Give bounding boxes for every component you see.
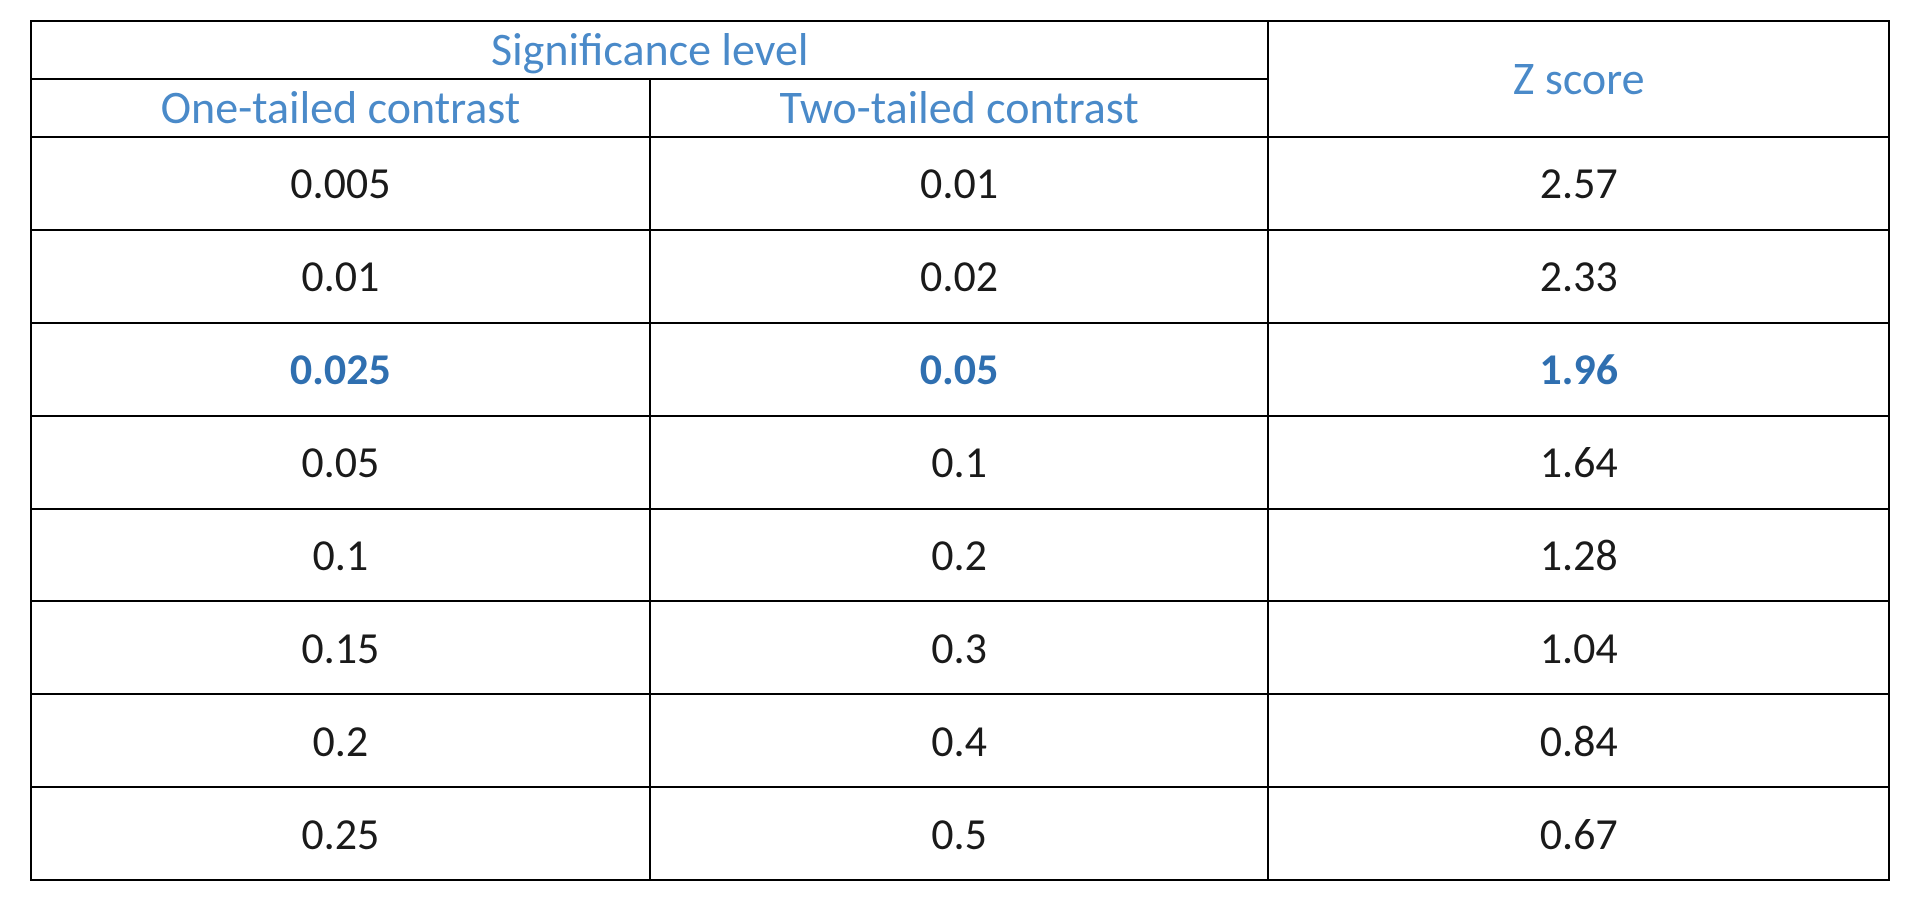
table-row-highlight: 0.025 0.05 1.96: [31, 323, 1889, 416]
z-score-table: Significance level Z score One-tailed co…: [30, 20, 1890, 881]
cell-z-score: 1.28: [1268, 509, 1889, 602]
table-row: 0.1 0.2 1.28: [31, 509, 1889, 602]
cell-z-score: 1.96: [1268, 323, 1889, 416]
cell-one-tailed: 0.15: [31, 601, 650, 694]
cell-two-tailed: 0.4: [650, 694, 1269, 787]
header-one-tailed: One-tailed contrast: [31, 79, 650, 137]
cell-one-tailed: 0.1: [31, 509, 650, 602]
cell-z-score: 2.57: [1268, 137, 1889, 230]
cell-two-tailed: 0.5: [650, 787, 1269, 880]
cell-one-tailed: 0.005: [31, 137, 650, 230]
table-row: 0.05 0.1 1.64: [31, 416, 1889, 509]
header-z-score: Z score: [1268, 21, 1889, 137]
cell-one-tailed: 0.01: [31, 230, 650, 323]
cell-one-tailed: 0.2: [31, 694, 650, 787]
cell-z-score: 0.67: [1268, 787, 1889, 880]
table-row: 0.005 0.01 2.57: [31, 137, 1889, 230]
cell-two-tailed: 0.3: [650, 601, 1269, 694]
cell-two-tailed: 0.2: [650, 509, 1269, 602]
cell-z-score: 0.84: [1268, 694, 1889, 787]
cell-two-tailed: 0.01: [650, 137, 1269, 230]
cell-z-score: 1.64: [1268, 416, 1889, 509]
header-row-1: Significance level Z score: [31, 21, 1889, 79]
table-row: 0.01 0.02 2.33: [31, 230, 1889, 323]
header-two-tailed: Two-tailed contrast: [650, 79, 1269, 137]
cell-two-tailed: 0.05: [650, 323, 1269, 416]
cell-one-tailed: 0.05: [31, 416, 650, 509]
table-row: 0.2 0.4 0.84: [31, 694, 1889, 787]
cell-two-tailed: 0.02: [650, 230, 1269, 323]
table-row: 0.15 0.3 1.04: [31, 601, 1889, 694]
cell-z-score: 1.04: [1268, 601, 1889, 694]
cell-z-score: 2.33: [1268, 230, 1889, 323]
header-significance-level: Significance level: [31, 21, 1268, 79]
table-container: Significance level Z score One-tailed co…: [0, 0, 1920, 901]
cell-two-tailed: 0.1: [650, 416, 1269, 509]
cell-one-tailed: 0.25: [31, 787, 650, 880]
cell-one-tailed: 0.025: [31, 323, 650, 416]
table-row: 0.25 0.5 0.67: [31, 787, 1889, 880]
